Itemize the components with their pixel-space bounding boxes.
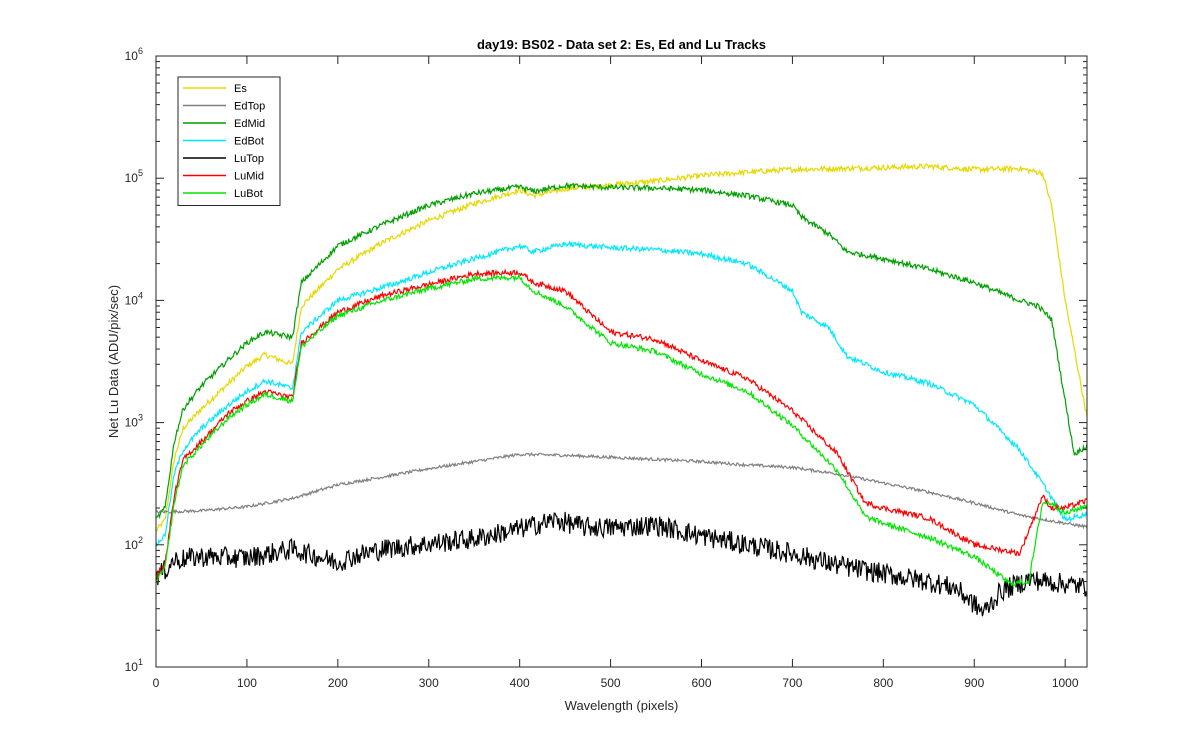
y-axis-label: Net Lu Data (ADU/pix/sec) <box>106 285 121 438</box>
x-tick-label: 200 <box>328 676 348 690</box>
legend-label-edmid: EdMid <box>234 118 265 130</box>
legend-label-lumid: LuMid <box>234 171 264 183</box>
x-tick-label: 500 <box>601 676 621 690</box>
legend-label-es: Es <box>234 83 247 95</box>
y-tick-exponent: 6 <box>138 46 143 56</box>
legend-label-edbot: EdBot <box>234 136 264 148</box>
series-line-lutop <box>155 511 1088 617</box>
series-line-edtop <box>155 452 1088 530</box>
x-tick-label: 300 <box>419 676 439 690</box>
x-tick-label: 400 <box>510 676 530 690</box>
y-tick-exponent: 1 <box>138 657 143 667</box>
y-tick-label: 106 <box>125 46 143 63</box>
plot-frame <box>155 55 1088 668</box>
x-tick-label: 800 <box>873 676 893 690</box>
series-line-lumid <box>155 268 1088 579</box>
tick-layer: 0 100 200 300 400 500 600 700 800 900 1000 101 102 10… <box>125 46 1087 690</box>
y-tick-exponent: 2 <box>138 535 143 545</box>
series-line-lubot <box>155 272 1088 588</box>
y-tick-exponent: 5 <box>138 168 143 178</box>
x-tick-label: 100 <box>237 676 257 690</box>
legend-label-lutop: LuTop <box>234 153 264 165</box>
y-tick-label: 104 <box>125 290 143 307</box>
legend-label-lubot: LuBot <box>234 188 263 200</box>
legend-label-edtop: EdTop <box>234 101 265 113</box>
x-tick-label: 1000 <box>1052 676 1079 690</box>
plot-area <box>156 56 1087 667</box>
series-line-edmid <box>155 181 1088 520</box>
chart-title: day19: BS02 - Data set 2: Es, Ed and Lu … <box>477 37 766 52</box>
series-layer <box>155 162 1088 617</box>
series-line-edbot <box>155 239 1088 547</box>
x-tick-label: 600 <box>691 676 711 690</box>
y-tick-label: 103 <box>125 413 143 430</box>
x-tick-label: 0 <box>153 676 160 690</box>
series-line-es <box>155 162 1088 532</box>
y-tick-label: 105 <box>125 168 143 185</box>
x-axis-label: Wavelength (pixels) <box>565 698 679 713</box>
y-tick-label: 102 <box>125 535 143 552</box>
y-tick-label: 101 <box>125 657 143 674</box>
y-tick-exponent: 4 <box>138 290 143 300</box>
x-tick-label: 900 <box>964 676 984 690</box>
y-tick-exponent: 3 <box>138 413 143 423</box>
legend: Es EdTop EdMid EdBot LuTop LuMid LuBot <box>177 76 281 206</box>
x-tick-label: 700 <box>782 676 802 690</box>
